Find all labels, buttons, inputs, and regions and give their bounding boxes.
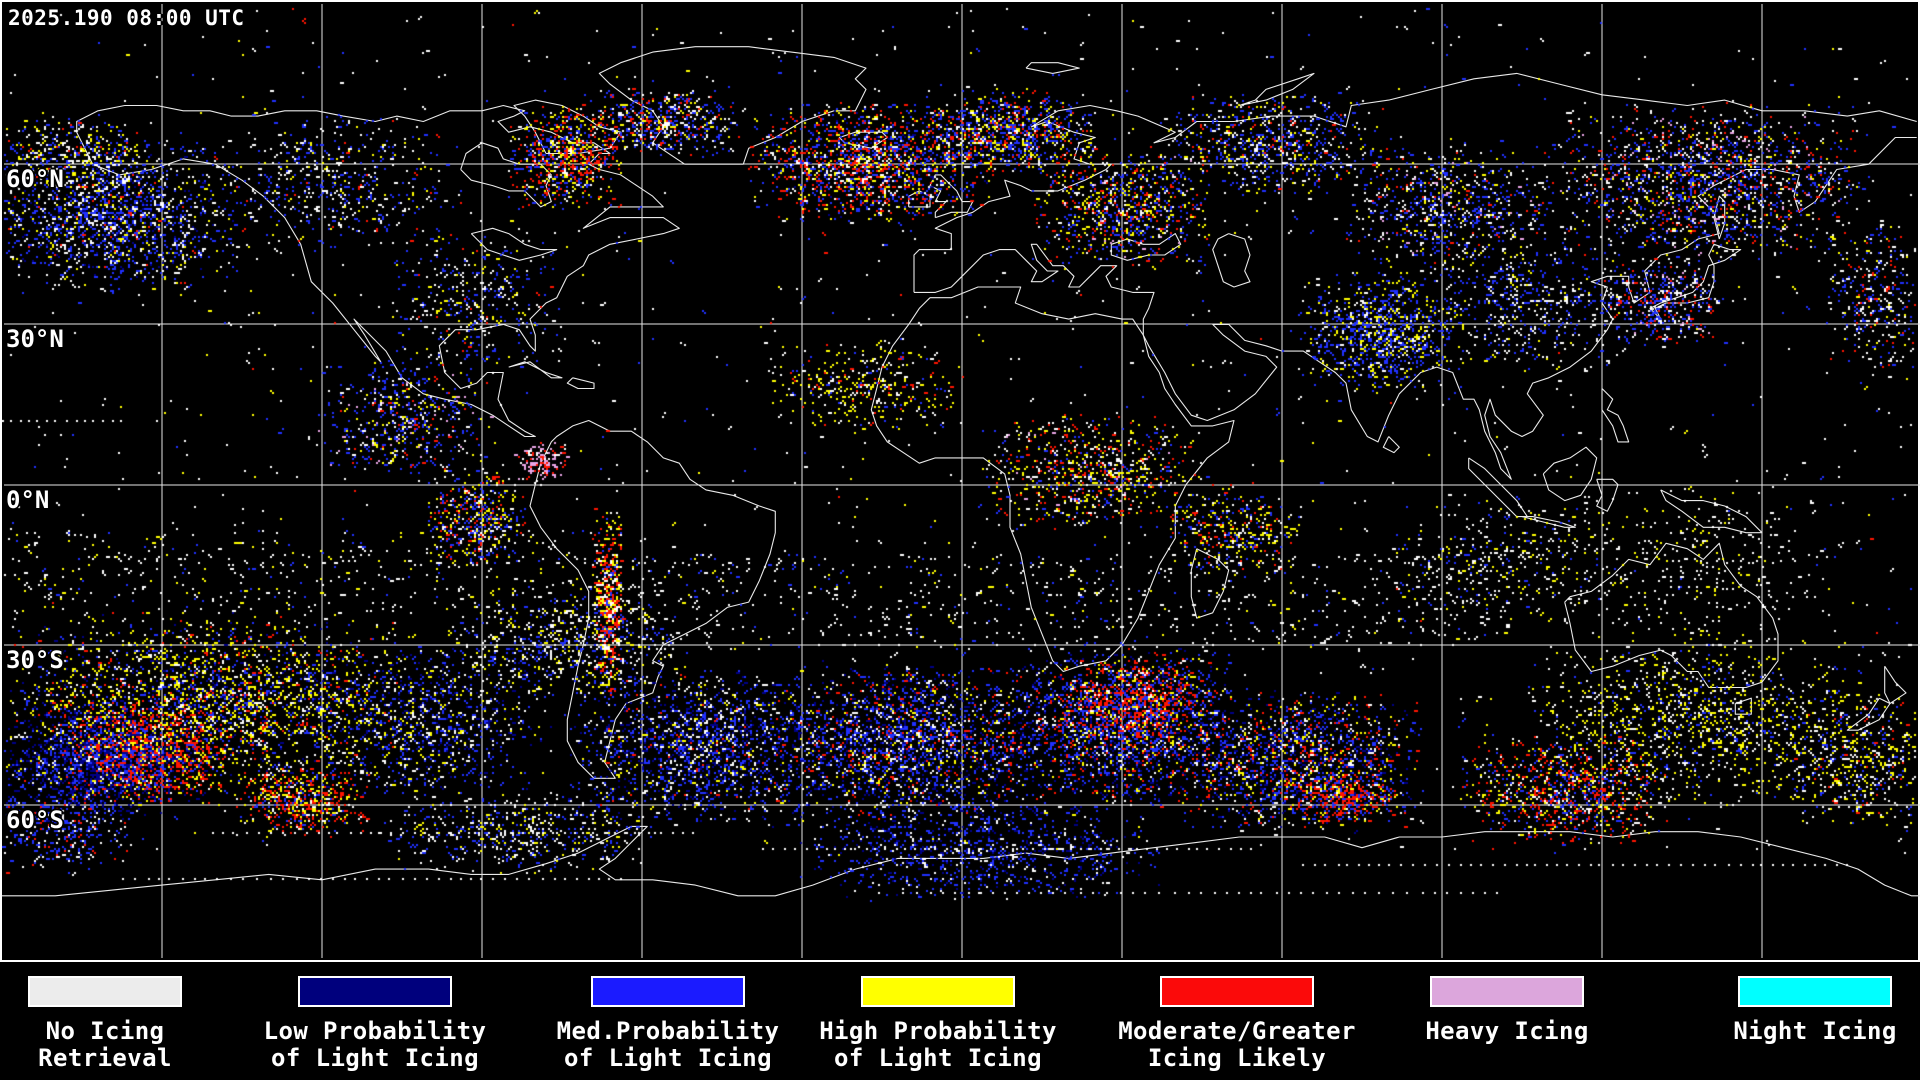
legend-label-moderate-greater-icing-likely: Moderate/Greater Icing Likely — [1118, 1017, 1356, 1072]
legend-item-med-probability-light-icing: Med.Probability of Light Icing — [458, 976, 878, 1072]
legend-label-heavy-icing: Heavy Icing — [1425, 1017, 1589, 1045]
legend-item-low-probability-light-icing: Low Probability of Light Icing — [165, 976, 585, 1072]
legend-swatch-high-probability-light-icing — [861, 976, 1015, 1007]
legend-item-moderate-greater-icing-likely: Moderate/Greater Icing Likely — [1027, 976, 1447, 1072]
legend: No Icing Retrieval Low Probability of Lig… — [0, 962, 1920, 1080]
latitude-label: 60°N — [6, 165, 64, 193]
legend-swatch-night-icing — [1738, 976, 1892, 1007]
legend-item-night-icing: Night Icing — [1605, 976, 1920, 1045]
legend-swatch-low-probability-light-icing — [298, 976, 452, 1007]
latitude-label: 30°N — [6, 325, 64, 353]
legend-swatch-med-probability-light-icing — [591, 976, 745, 1007]
latitude-label: 60°S — [6, 806, 64, 834]
legend-label-high-probability-light-icing: High Probability of Light Icing — [819, 1017, 1057, 1072]
latitude-label: 0°N — [6, 486, 50, 514]
legend-swatch-moderate-greater-icing-likely — [1160, 976, 1314, 1007]
legend-label-med-probability-light-icing: Med.Probability of Light Icing — [556, 1017, 780, 1072]
legend-item-high-probability-light-icing: High Probability of Light Icing — [728, 976, 1148, 1072]
icing-data-layer — [2, 2, 1920, 964]
legend-label-night-icing: Night Icing — [1733, 1017, 1897, 1045]
legend-swatch-heavy-icing — [1430, 976, 1584, 1007]
legend-label-no-icing-retrieval: No Icing Retrieval — [38, 1017, 172, 1072]
world-icing-map: 2025.190 08:00 UTC 60°N 30°N 0°N 30°S 60°S — [0, 0, 1920, 964]
legend-item-no-icing-retrieval: No Icing Retrieval — [0, 976, 315, 1072]
latitude-label: 30°S — [6, 646, 64, 674]
legend-item-heavy-icing: Heavy Icing — [1297, 976, 1717, 1045]
legend-swatch-no-icing-retrieval — [28, 976, 182, 1007]
timestamp-label: 2025.190 08:00 UTC — [8, 6, 245, 30]
legend-label-low-probability-light-icing: Low Probability of Light Icing — [263, 1017, 487, 1072]
